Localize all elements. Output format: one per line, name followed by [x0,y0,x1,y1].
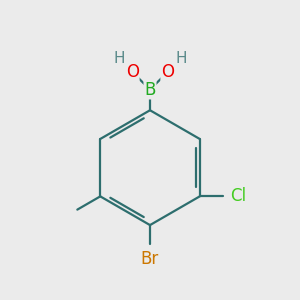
Text: Cl: Cl [230,188,246,206]
Text: H: H [176,51,187,66]
Text: B: B [144,81,156,99]
Text: O: O [126,63,139,81]
Text: Br: Br [141,250,159,268]
Text: H: H [113,51,124,66]
Text: O: O [161,63,174,81]
